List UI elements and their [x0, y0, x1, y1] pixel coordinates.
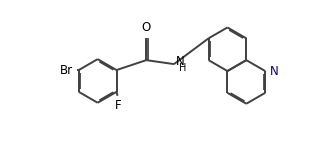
Text: F: F	[115, 99, 122, 112]
Text: N: N	[270, 64, 279, 78]
Text: H: H	[179, 63, 186, 73]
Text: O: O	[142, 21, 151, 34]
Text: Br: Br	[60, 64, 73, 77]
Text: N: N	[176, 55, 185, 68]
